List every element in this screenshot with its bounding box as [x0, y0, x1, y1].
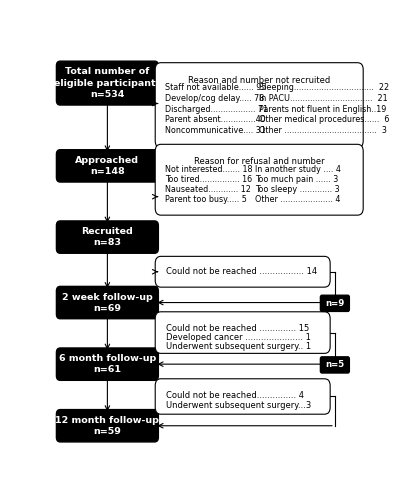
Text: 12 month follow-up
n=59: 12 month follow-up n=59	[55, 416, 159, 436]
FancyBboxPatch shape	[56, 410, 158, 442]
FancyBboxPatch shape	[56, 150, 158, 182]
Text: In another study .... 4: In another study .... 4	[255, 164, 340, 173]
FancyBboxPatch shape	[320, 357, 348, 373]
Text: 2 week follow-up
n=69: 2 week follow-up n=69	[62, 292, 152, 312]
Text: Parent too busy..... 5: Parent too busy..... 5	[164, 194, 246, 204]
Text: n=9: n=9	[324, 299, 344, 308]
FancyBboxPatch shape	[155, 312, 329, 354]
Text: Could not be reached ................. 14: Could not be reached ................. 1…	[165, 267, 316, 276]
Text: Parents not fluent in English..19: Parents not fluent in English..19	[258, 104, 386, 114]
Text: Could not be reached............... 4: Could not be reached............... 4	[165, 392, 303, 400]
Text: Recruited
n=83: Recruited n=83	[81, 227, 133, 247]
Text: Develop/cog delay..... 78: Develop/cog delay..... 78	[164, 94, 263, 103]
Text: Other ..................... 4: Other ..................... 4	[255, 194, 340, 204]
FancyBboxPatch shape	[56, 61, 158, 105]
Text: Not interested....... 18: Not interested....... 18	[164, 164, 252, 173]
Text: Staff not available...... 95: Staff not available...... 95	[164, 83, 266, 92]
Text: Too much pain ...... 3: Too much pain ...... 3	[255, 174, 338, 184]
Text: Reason for refusal and number: Reason for refusal and number	[194, 158, 324, 166]
Text: 6 month follow-up
n=61: 6 month follow-up n=61	[59, 354, 156, 374]
FancyBboxPatch shape	[56, 221, 158, 254]
FancyBboxPatch shape	[320, 295, 348, 312]
Text: Other medical procedures......  6: Other medical procedures...... 6	[258, 116, 389, 124]
Text: Parent absent..............40: Parent absent..............40	[164, 116, 264, 124]
Text: Approached
n=148: Approached n=148	[75, 156, 139, 176]
Text: Sleeping................................  22: Sleeping................................…	[258, 83, 388, 92]
Text: Developed cancer ...................... 1: Developed cancer ...................... …	[165, 334, 310, 342]
FancyBboxPatch shape	[155, 62, 362, 148]
Text: Nauseated............ 12: Nauseated............ 12	[164, 184, 250, 194]
Text: Could not be reached .............. 15: Could not be reached .............. 15	[165, 324, 308, 334]
FancyBboxPatch shape	[56, 286, 158, 318]
Text: Total number of
eligible participants
n=534: Total number of eligible participants n=…	[53, 68, 161, 98]
Text: n=5: n=5	[324, 360, 343, 370]
FancyBboxPatch shape	[155, 144, 362, 215]
Text: In PACU.................................  21: In PACU.................................…	[258, 94, 387, 103]
FancyBboxPatch shape	[155, 256, 329, 287]
Text: Other .....................................  3: Other ..................................…	[258, 126, 386, 135]
Text: Underwent subsequent surgery...3: Underwent subsequent surgery...3	[165, 401, 310, 410]
Text: Noncommunicative.... 31: Noncommunicative.... 31	[164, 126, 265, 135]
Text: Reason and number not recruited: Reason and number not recruited	[188, 76, 330, 85]
FancyBboxPatch shape	[56, 348, 158, 380]
Text: Too sleepy ............. 3: Too sleepy ............. 3	[255, 184, 339, 194]
Text: Underwent subsequent surgery.. 1: Underwent subsequent surgery.. 1	[165, 342, 310, 351]
Text: Discharged.................. 71: Discharged.................. 71	[164, 104, 267, 114]
Text: Too tired................ 16: Too tired................ 16	[164, 174, 251, 184]
FancyBboxPatch shape	[155, 379, 329, 414]
